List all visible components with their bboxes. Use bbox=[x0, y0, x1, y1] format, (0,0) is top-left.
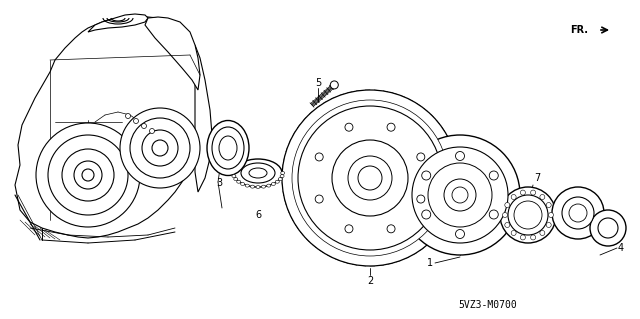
Circle shape bbox=[489, 171, 499, 180]
Polygon shape bbox=[145, 17, 200, 90]
Ellipse shape bbox=[219, 136, 237, 160]
Polygon shape bbox=[15, 16, 200, 238]
Circle shape bbox=[62, 149, 114, 201]
Circle shape bbox=[152, 140, 168, 156]
Text: 2: 2 bbox=[367, 276, 373, 286]
Circle shape bbox=[120, 108, 200, 188]
Circle shape bbox=[345, 123, 353, 131]
Circle shape bbox=[282, 90, 458, 266]
Circle shape bbox=[505, 222, 510, 227]
Circle shape bbox=[505, 203, 510, 208]
Text: FR.: FR. bbox=[570, 25, 588, 35]
Circle shape bbox=[548, 212, 554, 218]
Ellipse shape bbox=[271, 182, 275, 185]
Circle shape bbox=[134, 118, 138, 123]
Circle shape bbox=[546, 203, 551, 208]
Circle shape bbox=[292, 100, 448, 256]
Text: 4: 4 bbox=[618, 243, 624, 253]
Circle shape bbox=[508, 195, 548, 235]
Ellipse shape bbox=[241, 182, 244, 185]
Ellipse shape bbox=[245, 184, 250, 187]
Circle shape bbox=[511, 231, 516, 235]
Ellipse shape bbox=[256, 186, 260, 189]
Text: 7: 7 bbox=[534, 173, 540, 183]
Ellipse shape bbox=[249, 168, 267, 178]
Circle shape bbox=[590, 210, 626, 246]
Ellipse shape bbox=[262, 185, 266, 188]
Circle shape bbox=[141, 123, 147, 129]
Circle shape bbox=[456, 229, 465, 239]
Circle shape bbox=[315, 153, 323, 161]
Text: 3: 3 bbox=[216, 178, 222, 188]
Ellipse shape bbox=[241, 163, 275, 183]
Circle shape bbox=[412, 147, 508, 243]
Circle shape bbox=[428, 163, 492, 227]
Ellipse shape bbox=[234, 178, 237, 181]
Circle shape bbox=[502, 212, 508, 218]
Circle shape bbox=[125, 114, 131, 118]
Circle shape bbox=[546, 222, 551, 227]
Ellipse shape bbox=[234, 159, 282, 187]
Circle shape bbox=[422, 171, 431, 180]
Circle shape bbox=[489, 210, 499, 219]
Ellipse shape bbox=[212, 127, 244, 169]
Circle shape bbox=[569, 204, 587, 222]
Text: 5VZ3-M0700: 5VZ3-M0700 bbox=[459, 300, 517, 310]
Ellipse shape bbox=[250, 185, 255, 188]
Circle shape bbox=[400, 135, 520, 255]
Circle shape bbox=[150, 129, 154, 133]
Circle shape bbox=[452, 187, 468, 203]
Circle shape bbox=[387, 225, 395, 233]
Circle shape bbox=[332, 140, 408, 216]
Circle shape bbox=[531, 235, 536, 240]
Circle shape bbox=[531, 190, 536, 195]
Ellipse shape bbox=[278, 178, 282, 181]
Circle shape bbox=[500, 187, 556, 243]
Ellipse shape bbox=[280, 174, 284, 178]
Circle shape bbox=[417, 153, 425, 161]
Circle shape bbox=[387, 123, 395, 131]
Ellipse shape bbox=[275, 180, 279, 183]
Circle shape bbox=[298, 106, 442, 250]
Circle shape bbox=[417, 195, 425, 203]
Circle shape bbox=[514, 201, 542, 229]
Ellipse shape bbox=[237, 180, 241, 183]
Polygon shape bbox=[195, 45, 212, 192]
Circle shape bbox=[552, 187, 604, 239]
Circle shape bbox=[456, 152, 465, 160]
Circle shape bbox=[48, 135, 128, 215]
Circle shape bbox=[422, 210, 431, 219]
Circle shape bbox=[511, 195, 516, 199]
Text: 1: 1 bbox=[427, 258, 433, 268]
Circle shape bbox=[142, 130, 178, 166]
Circle shape bbox=[520, 190, 525, 195]
Ellipse shape bbox=[267, 184, 271, 187]
Ellipse shape bbox=[207, 121, 249, 175]
Ellipse shape bbox=[232, 174, 236, 178]
Circle shape bbox=[345, 225, 353, 233]
Circle shape bbox=[130, 118, 190, 178]
Circle shape bbox=[444, 179, 476, 211]
Circle shape bbox=[562, 197, 594, 229]
Circle shape bbox=[82, 169, 94, 181]
Circle shape bbox=[540, 231, 545, 235]
Circle shape bbox=[74, 161, 102, 189]
Circle shape bbox=[598, 218, 618, 238]
Polygon shape bbox=[88, 14, 148, 32]
Circle shape bbox=[348, 156, 392, 200]
Text: 6: 6 bbox=[255, 210, 261, 220]
Circle shape bbox=[520, 235, 525, 240]
Circle shape bbox=[315, 195, 323, 203]
Circle shape bbox=[36, 123, 140, 227]
Circle shape bbox=[358, 166, 382, 190]
Circle shape bbox=[330, 81, 339, 89]
Text: 5: 5 bbox=[315, 78, 321, 88]
Circle shape bbox=[540, 195, 545, 199]
Ellipse shape bbox=[281, 172, 285, 174]
